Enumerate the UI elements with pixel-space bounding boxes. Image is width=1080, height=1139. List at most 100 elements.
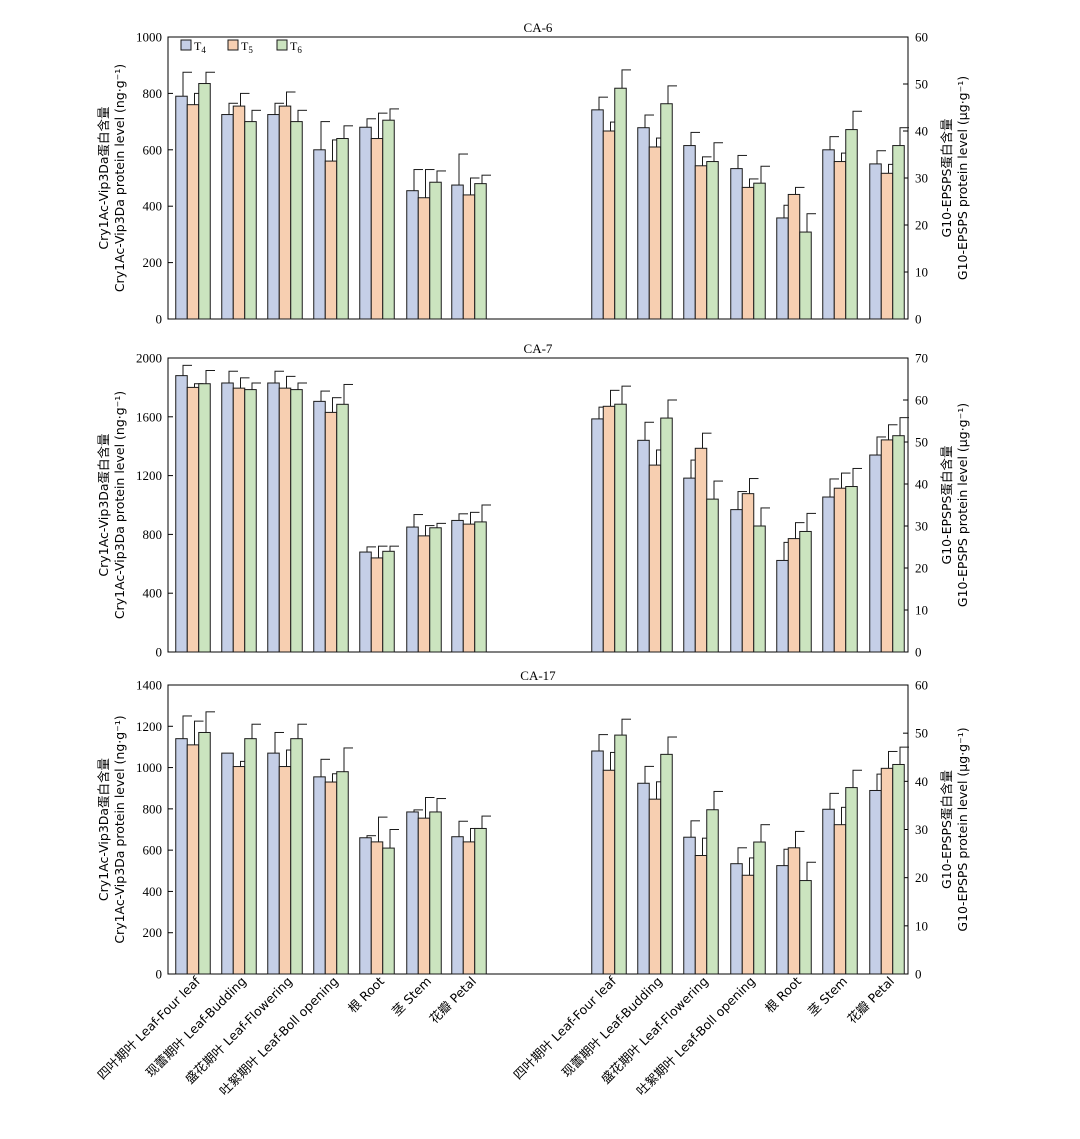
bar-right-t5-5 (787, 538, 801, 653)
y-left-tick-label: 1000 (136, 760, 162, 775)
bar-right-t4-5 (776, 559, 789, 653)
y-right-tick-label: 30 (915, 822, 928, 837)
y-right-tick-label: 40 (915, 774, 928, 789)
bar-right-t6-3 (706, 161, 719, 320)
bar-left-t4-7 (451, 519, 464, 653)
bar-left-t4-6 (406, 811, 419, 975)
y-left-title-en: Cry1Ac-Vip3Da protein level (ng·g⁻¹) (112, 64, 127, 292)
y-right-tick-label: 20 (915, 870, 928, 885)
x-label-right-7: 花瓣 Petal (844, 974, 897, 1027)
bar-left-t6-5 (382, 119, 395, 320)
bar-left-t5-6 (417, 535, 431, 653)
bar-right-t5-5 (787, 847, 801, 975)
bar-right-t5-7 (880, 172, 894, 320)
y-left-tick-label: 0 (156, 645, 163, 660)
bar-left-t6-6 (429, 811, 442, 975)
y-right-title-cn: G10-EPSPS蛋白含量 (939, 770, 954, 889)
bar-right-t4-6 (822, 149, 835, 320)
y-right-tick-label: 10 (915, 265, 928, 280)
y-right-tick-label: 40 (915, 477, 928, 492)
bar-left-t6-5 (382, 847, 395, 975)
y-right-title-en: G10-EPSPS protein level (μg·g⁻¹) (955, 76, 970, 280)
y-left-tick-label: 600 (143, 142, 163, 157)
bar-right-t6-1 (614, 87, 627, 320)
bar-right-t6-6 (845, 787, 858, 975)
y-right-tick-label: 60 (915, 30, 928, 45)
y-left-tick-label: 200 (143, 255, 163, 270)
y-left-tick-label: 1600 (136, 409, 162, 424)
bar-left-t6-6 (429, 527, 442, 653)
bar-right-t4-7 (869, 789, 882, 975)
bar-left-t4-7 (451, 836, 464, 975)
bar-left-t4-4 (313, 776, 326, 975)
bar-right-t5-4 (741, 493, 755, 653)
bar-left-t4-3 (267, 752, 280, 975)
bar-right-t5-5 (787, 193, 801, 320)
bar-right-t6-6 (845, 129, 858, 320)
bar-right-t6-3 (706, 809, 719, 975)
y-left-tick-label: 800 (143, 86, 163, 101)
legend-label-t5: T5 (241, 39, 253, 55)
y-right-tick-label: 60 (915, 393, 928, 408)
y-left-tick-label: 1200 (136, 468, 162, 483)
y-left-title-cn: Cry1Ac-Vip3Da蛋白含量 (96, 106, 111, 249)
y-left-tick-label: 600 (143, 843, 163, 858)
bar-right-t5-3 (694, 447, 708, 653)
bar-right-t4-1 (591, 418, 604, 653)
y-left-tick-label: 800 (143, 527, 163, 542)
bar-right-t5-1 (602, 130, 616, 320)
bar-left-t6-2 (244, 121, 257, 320)
bar-left-t6-7 (474, 183, 487, 320)
bar-right-t4-4 (730, 509, 743, 653)
bar-right-t6-5 (799, 880, 812, 975)
bar-left-t5-5 (370, 841, 384, 975)
legend: T4 T5 T6 (180, 39, 302, 55)
chart-panel-ca-6: CA-6 0 200 400 600 800 1000 0 10 20 30 40 50 60 Cry1Ac… (96, 20, 970, 327)
bar-left-t5-6 (417, 197, 431, 320)
bar-left-t5-5 (370, 557, 384, 653)
bar-right-t4-5 (776, 865, 789, 975)
bar-right-t5-2 (648, 464, 662, 653)
x-label-left-5: 根 Root (345, 973, 387, 1015)
x-label-left-7: 花瓣 Petal (426, 974, 479, 1027)
x-label-right-6: 茎 Stem (805, 974, 850, 1019)
y-right-tick-label: 10 (915, 603, 928, 618)
bar-left-t6-2 (244, 389, 257, 653)
y-left-title-en: Cry1Ac-Vip3Da protein level (ng·g⁻¹) (112, 715, 127, 943)
bar-right-t4-3 (683, 145, 696, 320)
bar-left-t4-6 (406, 190, 419, 320)
y-right-tick-label: 30 (915, 171, 928, 186)
y-right-title-cn: G10-EPSPS蛋白含量 (939, 446, 954, 565)
bar-left-t6-4 (336, 771, 349, 975)
y-right-tick-label: 60 (915, 678, 928, 693)
bar-right-t6-4 (753, 182, 766, 320)
bar-left-t6-1 (198, 731, 211, 975)
bar-left-t5-1 (186, 104, 200, 320)
bar-left-t5-5 (370, 138, 384, 320)
bar-left-t4-1 (175, 738, 188, 975)
y-left-tick-label: 0 (156, 312, 163, 327)
bar-left-t4-3 (267, 114, 280, 320)
bar-left-t5-7 (462, 194, 476, 320)
y-right-tick-label: 50 (915, 435, 928, 450)
bar-left-t6-3 (290, 121, 303, 320)
bar-left-t5-3 (278, 387, 292, 653)
bar-left-t6-1 (198, 383, 211, 653)
bar-left-t5-2 (232, 766, 246, 975)
bar-left-t4-1 (175, 375, 188, 653)
y-left-tick-label: 1200 (136, 719, 162, 734)
bar-left-t6-4 (336, 403, 349, 653)
panel-title: CA-7 (524, 341, 553, 356)
bar-right-t4-1 (591, 109, 604, 320)
bar-left-t4-5 (359, 126, 372, 320)
bar-left-t4-2 (221, 752, 234, 975)
bar-left-t6-7 (474, 521, 487, 653)
y-right-tick-label: 30 (915, 519, 928, 534)
y-left-title-cn: Cry1Ac-Vip3Da蛋白含量 (96, 758, 111, 901)
x-label-right-5: 根 Root (762, 973, 804, 1015)
chart-panel-ca-7: CA-7 0 400 800 1200 1600 2000 0 10 20 30 40 50 60 70 Cr… (96, 341, 970, 660)
y-right-tick-label: 50 (915, 726, 928, 741)
bar-left-t4-2 (221, 114, 234, 320)
bar-left-t4-6 (406, 526, 419, 653)
